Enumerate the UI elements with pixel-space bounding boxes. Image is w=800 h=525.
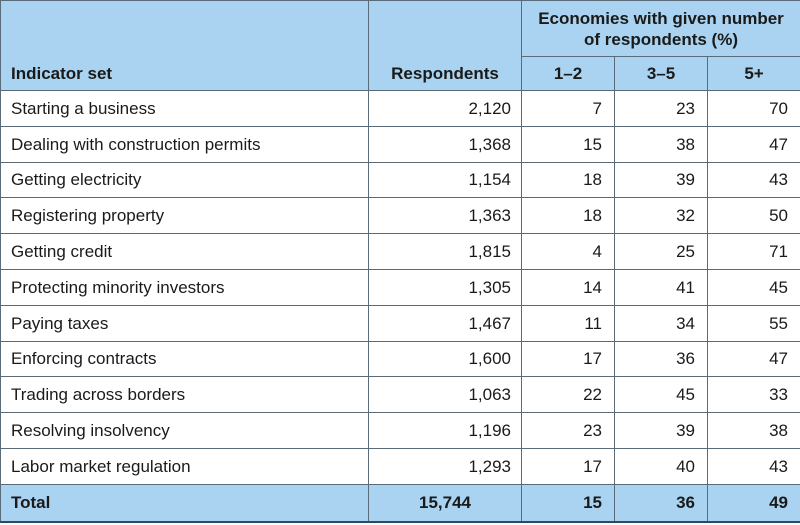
- table-row: Labor market regulation 1,293 17 40 43: [0, 447, 800, 485]
- table-footer: Total 15,744 15 36 49: [0, 483, 800, 523]
- total-pct-5-plus: 49: [706, 483, 800, 523]
- pct-1-2: 14: [521, 268, 615, 306]
- pct-1-2: 17: [521, 340, 615, 378]
- respondents-count: 2,120: [368, 90, 522, 127]
- respondents-count: 1,063: [368, 376, 522, 414]
- pct-3-5: 41: [614, 268, 708, 306]
- pct-3-5: 38: [614, 125, 708, 163]
- total-label: Total: [0, 483, 369, 523]
- table-row: Getting electricity 1,154 18 39 43: [0, 161, 800, 199]
- pct-3-5: 34: [614, 304, 708, 342]
- table-row: Paying taxes 1,467 11 34 55: [0, 304, 800, 342]
- pct-1-2: 22: [521, 376, 615, 414]
- header-indicator-set: Indicator set: [0, 0, 369, 91]
- indicator-name: Dealing with construction permits: [0, 125, 369, 163]
- indicator-name: Resolving insolvency: [0, 412, 369, 449]
- pct-3-5: 45: [614, 376, 708, 414]
- total-pct-1-2: 15: [521, 483, 615, 523]
- indicator-name: Trading across borders: [0, 376, 369, 414]
- pct-3-5: 32: [614, 197, 708, 235]
- pct-5-plus: 70: [706, 90, 800, 127]
- pct-5-plus: 55: [706, 304, 800, 342]
- table-row: Starting a business 2,120 7 23 70: [0, 90, 800, 127]
- header-bin-3-5: 3–5: [614, 56, 708, 91]
- indicator-name: Protecting minority investors: [0, 268, 369, 306]
- pct-3-5: 25: [614, 233, 708, 270]
- table-row: Getting credit 1,815 4 25 71: [0, 233, 800, 270]
- table-row: Trading across borders 1,063 22 45 33: [0, 376, 800, 414]
- table-row: Dealing with construction permits 1,368 …: [0, 125, 800, 163]
- pct-5-plus: 38: [706, 412, 800, 449]
- table-body: Starting a business 2,120 7 23 70 Dealin…: [0, 90, 800, 485]
- indicator-name: Getting electricity: [0, 161, 369, 199]
- pct-5-plus: 47: [706, 125, 800, 163]
- indicator-name: Registering property: [0, 197, 369, 235]
- total-pct-3-5: 36: [614, 483, 708, 523]
- pct-1-2: 4: [521, 233, 615, 270]
- pct-5-plus: 50: [706, 197, 800, 235]
- pct-3-5: 39: [614, 161, 708, 199]
- respondents-count: 1,196: [368, 412, 522, 449]
- pct-5-plus: 33: [706, 376, 800, 414]
- total-respondents: 15,744: [368, 483, 522, 523]
- pct-1-2: 23: [521, 412, 615, 449]
- pct-1-2: 11: [521, 304, 615, 342]
- table-header: Indicator set Respondents Economies with…: [0, 0, 800, 91]
- table-row: Protecting minority investors 1,305 14 4…: [0, 268, 800, 306]
- pct-1-2: 18: [521, 197, 615, 235]
- pct-5-plus: 45: [706, 268, 800, 306]
- pct-1-2: 15: [521, 125, 615, 163]
- indicator-name: Enforcing contracts: [0, 340, 369, 378]
- pct-1-2: 7: [521, 90, 615, 127]
- table-row: Resolving insolvency 1,196 23 39 38: [0, 412, 800, 449]
- table-row: Registering property 1,363 18 32 50: [0, 197, 800, 235]
- header-bin-5-plus: 5+: [706, 56, 800, 91]
- header-bin-1-2: 1–2: [521, 56, 615, 91]
- respondents-count: 1,293: [368, 447, 522, 485]
- pct-5-plus: 71: [706, 233, 800, 270]
- pct-1-2: 18: [521, 161, 615, 199]
- pct-1-2: 17: [521, 447, 615, 485]
- pct-3-5: 36: [614, 340, 708, 378]
- pct-3-5: 40: [614, 447, 708, 485]
- respondents-count: 1,600: [368, 340, 522, 378]
- pct-3-5: 23: [614, 90, 708, 127]
- respondents-count: 1,305: [368, 268, 522, 306]
- pct-3-5: 39: [614, 412, 708, 449]
- header-group-title: Economies with given number of responden…: [520, 0, 800, 57]
- respondents-count: 1,368: [368, 125, 522, 163]
- indicator-name: Getting credit: [0, 233, 369, 270]
- indicator-name: Labor market regulation: [0, 447, 369, 485]
- total-row: Total 15,744 15 36 49: [0, 483, 800, 523]
- indicator-name: Paying taxes: [0, 304, 369, 342]
- respondents-count: 1,815: [368, 233, 522, 270]
- respondents-count: 1,467: [368, 304, 522, 342]
- pct-5-plus: 43: [706, 447, 800, 485]
- respondents-count: 1,154: [368, 161, 522, 199]
- indicator-name: Starting a business: [0, 90, 369, 127]
- respondents-count: 1,363: [368, 197, 522, 235]
- table-row: Enforcing contracts 1,600 17 36 47: [0, 340, 800, 378]
- header-respondents: Respondents: [368, 0, 522, 91]
- pct-5-plus: 43: [706, 161, 800, 199]
- pct-5-plus: 47: [706, 340, 800, 378]
